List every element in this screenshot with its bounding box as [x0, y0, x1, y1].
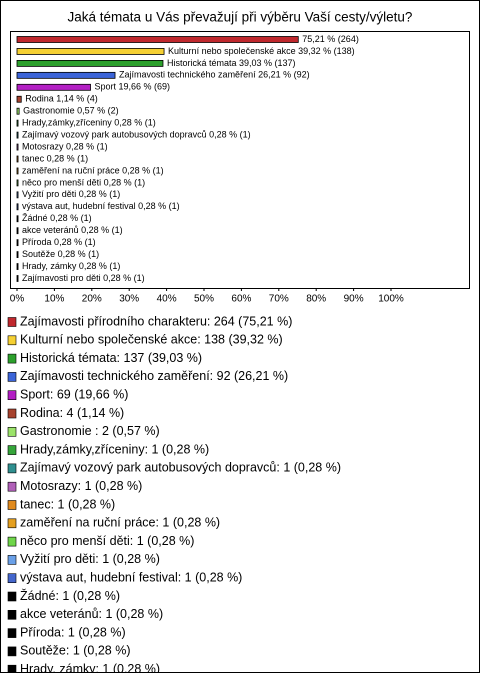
bar: [16, 167, 19, 175]
legend-label: Zajímavosti technického zaměření: 92 (26…: [20, 369, 288, 383]
x-tick-label: 90%: [344, 294, 364, 305]
legend-swatch: [7, 609, 17, 620]
legend-label: akce veteránů: 1 (0,28 %): [20, 607, 163, 621]
bar: [16, 48, 165, 55]
x-tick-label: 80%: [306, 294, 326, 305]
bar: [16, 131, 19, 139]
bar: [16, 155, 19, 163]
bar-label: zaměření na ruční práce 0,28 % (1): [22, 165, 164, 175]
bar-label: 75,21 % (264): [302, 34, 359, 44]
bar-label: Motosrazy 0,28 % (1): [22, 141, 108, 151]
legend-swatch: [7, 481, 17, 492]
legend-label: Hrady, zámky: 1 (0,28 %): [20, 662, 160, 673]
legend-swatch: [7, 372, 17, 382]
x-tick-label: 20%: [82, 294, 102, 305]
bar-label: Kulturní nebo společenské akce 39,32 % (…: [168, 46, 355, 56]
legend-swatch: [7, 390, 17, 401]
bar-label: Žádné 0,28 % (1): [22, 213, 92, 223]
bar: [16, 191, 19, 199]
bar-label: Rodina 1,14 % (4): [25, 94, 98, 104]
bar-label: Zajímavosti technického zaměření 26,21 %…: [119, 70, 310, 80]
bar-label: výstava aut, hudební festival 0,28 % (1): [22, 201, 180, 211]
bar-label: něco pro menší děti 0,28 % (1): [22, 177, 145, 187]
legend-swatch: [7, 335, 17, 346]
legend-swatch: [7, 408, 17, 419]
bar-label: akce veteránů 0,28 % (1): [22, 225, 123, 235]
legend-swatch: [7, 536, 17, 547]
legend-swatch: [7, 463, 17, 474]
bar: [16, 239, 19, 247]
legend-swatch: [7, 646, 17, 657]
legend-label: Vyžití pro děti: 1 (0,28 %): [20, 552, 160, 566]
bar: [16, 143, 19, 151]
x-tick-label: 70%: [269, 294, 289, 305]
bar: [16, 107, 20, 115]
plot-frame: [10, 31, 470, 289]
legend-swatch: [7, 353, 17, 364]
bar: [16, 119, 19, 127]
legend-swatch: [7, 573, 17, 584]
bar-label: Soutěže 0,28 % (1): [22, 249, 99, 259]
bar: [16, 203, 19, 211]
legend-label: Zajímavosti přírodního charakteru: 264 (…: [20, 314, 292, 328]
legend-label: Kulturní nebo společenské akce: 138 (39,…: [20, 333, 283, 347]
bar: [16, 95, 22, 103]
bar-label: Zajímavosti pro děti 0,28 % (1): [22, 273, 145, 283]
bar: [16, 71, 116, 79]
bar: [16, 179, 19, 187]
legend-swatch: [7, 591, 17, 602]
legend-label: Hrady,zámky,zříceniny: 1 (0,28 %): [20, 442, 209, 456]
bar: [16, 83, 91, 91]
legend-label: Příroda: 1 (0,28 %): [20, 625, 126, 639]
x-tick-label: 50%: [194, 294, 214, 305]
legend-swatch: [7, 664, 17, 673]
bar: [16, 275, 19, 282]
chart-title: Jaká témata u Vás převažují při výběru V…: [68, 10, 413, 25]
legend-label: Zajímavý vozový park autobusových doprav…: [20, 461, 341, 475]
x-tick-label: 100%: [378, 294, 404, 305]
legend-swatch: [7, 518, 17, 529]
bar-label: tanec 0,28 % (1): [22, 153, 88, 163]
legend-label: Motosrazy: 1 (0,28 %): [20, 479, 142, 493]
bar-label: Hrady, zámky 0,28 % (1): [22, 261, 120, 271]
legend-swatch: [7, 500, 17, 510]
bar: [16, 263, 19, 270]
bar-label: Hrady,zámky,zříceniny 0,28 % (1): [22, 118, 156, 128]
x-tick-label: 60%: [231, 294, 251, 305]
legend-swatch: [7, 555, 17, 565]
legend-swatch: [7, 426, 17, 437]
legend-label: Historická témata: 137 (39,03 %): [20, 351, 202, 365]
x-tick-label: 40%: [157, 294, 177, 305]
x-tick-label: 30%: [119, 294, 139, 305]
x-tick-label: 0%: [10, 294, 25, 305]
legend-label: Gastronomie : 2 (0,57 %): [20, 424, 160, 438]
legend-swatch: [7, 445, 17, 455]
bar: [16, 60, 164, 67]
legend-label: tanec: 1 (0,28 %): [20, 497, 115, 511]
bar: [16, 227, 19, 235]
bar-label: Gastronomie 0,57 % (2): [23, 106, 119, 116]
legend-label: něco pro menší děti: 1 (0,28 %): [20, 534, 194, 548]
bar: [16, 36, 299, 43]
bar: [16, 251, 19, 259]
bar-label: Příroda 0,28 % (1): [22, 237, 96, 247]
bar-label: Historická témata 39,03 % (137): [167, 58, 296, 68]
bar: [16, 215, 19, 223]
legend-label: Soutěže: 1 (0,28 %): [20, 644, 130, 658]
bar-label: Vyžití pro děti 0,28 % (1): [22, 189, 120, 199]
legend-label: Žádné: 1 (0,28 %): [20, 588, 120, 603]
x-tick-label: 10%: [44, 294, 64, 305]
legend-label: Rodina: 4 (1,14 %): [20, 406, 124, 420]
bar-label: Sport 19,66 % (69): [95, 82, 171, 92]
bar-label: Zajímavý vozový park autobusových doprav…: [22, 129, 251, 139]
legend-swatch: [7, 628, 17, 638]
legend-label: zaměření na ruční práce: 1 (0,28 %): [20, 516, 220, 530]
legend-label: Sport: 69 (19,66 %): [20, 387, 128, 401]
legend-label: výstava aut, hudební festival: 1 (0,28 %…: [20, 570, 242, 584]
legend-swatch: [7, 317, 17, 327]
